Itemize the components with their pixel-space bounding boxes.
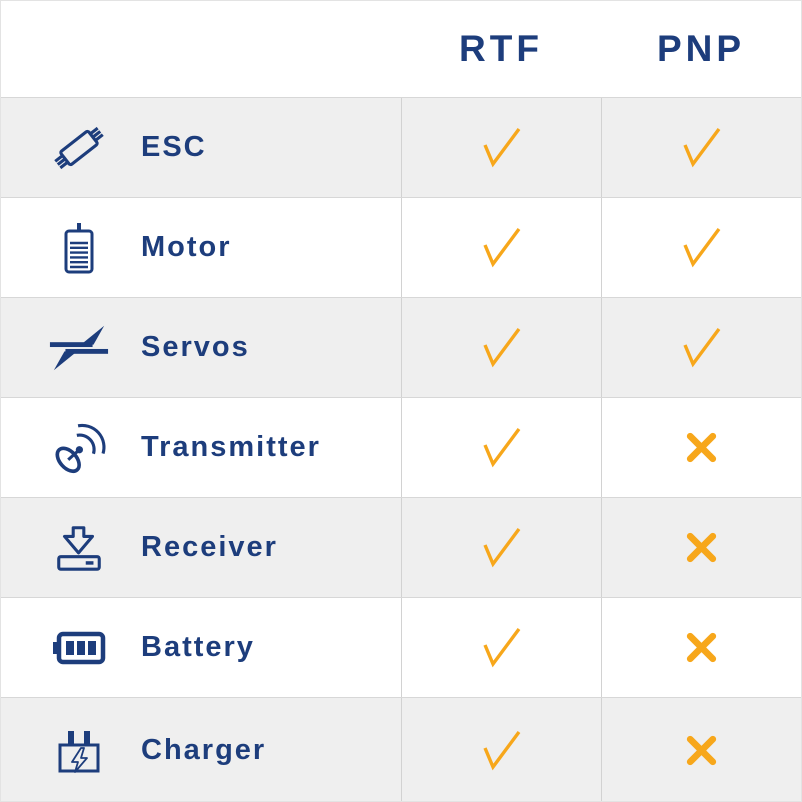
cross-icon [686, 632, 717, 663]
check-icon [682, 127, 720, 167]
cross-icon [686, 735, 717, 766]
check-icon [482, 327, 520, 367]
check-icon [682, 327, 720, 367]
servos-icon [45, 314, 113, 382]
charger-icon [45, 717, 113, 785]
component-label: Receiver [141, 531, 278, 563]
cross-icon [686, 432, 717, 463]
corner-cell [1, 1, 401, 97]
column-header-pnp: PNP [656, 28, 746, 69]
component-cell: Motor [1, 198, 401, 297]
pnp-cell [601, 98, 801, 197]
check-icon [482, 427, 520, 467]
cross-icon [686, 532, 717, 563]
component-label: Battery [141, 631, 255, 663]
check-icon [482, 527, 520, 567]
component-cell: Servos [1, 298, 401, 397]
battery-icon [45, 614, 113, 682]
rtf-cell [401, 698, 601, 801]
component-cell: ESC [1, 98, 401, 197]
rtf-cell [401, 198, 601, 297]
pnp-cell [601, 598, 801, 697]
motor-icon [45, 214, 113, 282]
table-header: RTF PNP [1, 1, 801, 97]
rtf-cell [401, 98, 601, 197]
rtf-cell [401, 598, 601, 697]
table-row: Motor [1, 197, 801, 297]
component-label: Motor [141, 231, 232, 263]
table-row: Servos [1, 297, 801, 397]
table-row: Charger [1, 697, 801, 801]
rtf-cell [401, 398, 601, 497]
receiver-icon [45, 514, 113, 582]
component-cell: Transmitter [1, 398, 401, 497]
table-row: Receiver [1, 497, 801, 597]
check-icon [482, 227, 520, 267]
pnp-cell [601, 398, 801, 497]
component-cell: Receiver [1, 498, 401, 597]
column-header-rtf: RTF [459, 28, 543, 69]
rtf-cell [401, 298, 601, 397]
component-cell: Charger [1, 698, 401, 801]
transmitter-icon [45, 414, 113, 482]
table-row: ESC [1, 97, 801, 197]
check-icon [682, 227, 720, 267]
pnp-cell [601, 298, 801, 397]
table-row: Battery [1, 597, 801, 697]
pnp-cell [601, 198, 801, 297]
table-row: Transmitter [1, 397, 801, 497]
pnp-cell [601, 698, 801, 801]
pnp-cell [601, 498, 801, 597]
check-icon [482, 730, 520, 770]
component-label: Transmitter [141, 431, 321, 463]
component-cell: Battery [1, 598, 401, 697]
check-icon [482, 627, 520, 667]
table-body: ESC Motor Servos Transmitter Receiver [1, 97, 801, 801]
component-label: Servos [141, 331, 250, 363]
component-label: ESC [141, 131, 207, 163]
esc-icon [45, 114, 113, 182]
check-icon [482, 127, 520, 167]
component-label: Charger [141, 734, 267, 766]
rtf-cell [401, 498, 601, 597]
